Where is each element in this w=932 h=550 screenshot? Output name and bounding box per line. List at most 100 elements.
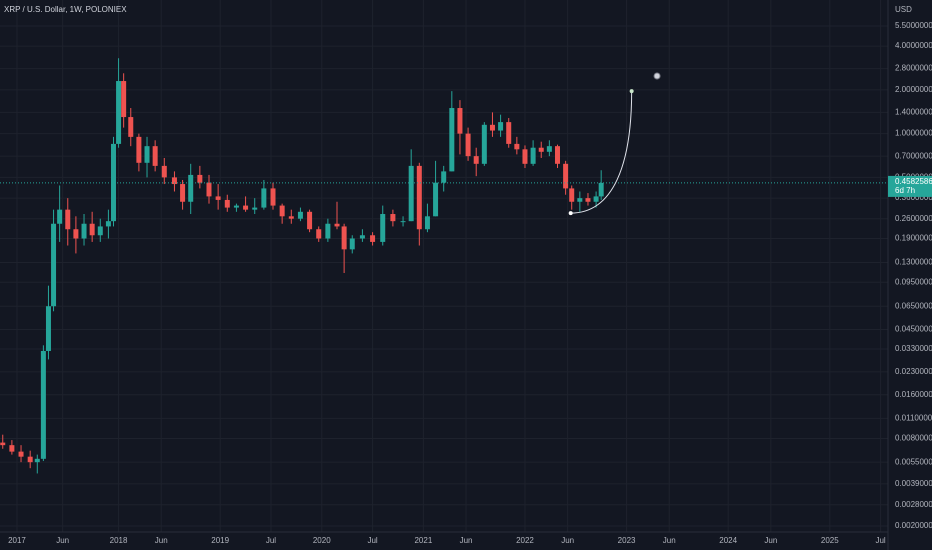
candle-body [161,165,167,178]
x-tick-label: 2024 [719,536,737,545]
candle-body [424,216,430,230]
candle-body [334,223,340,227]
candle-body [128,117,134,137]
candle-body [136,136,142,163]
x-tick-label: Jun [663,536,676,545]
candle-body [57,209,63,224]
candle-body [554,146,560,164]
grid [0,0,888,532]
candle-body [9,445,15,452]
marker [653,72,661,80]
candle-body [522,149,528,164]
currency-label: USD [895,5,912,14]
candle-body [270,188,276,206]
x-tick-label: Jul [875,536,885,545]
y-tick-label: 1.40000000 [895,107,932,116]
candle-body [416,165,422,230]
x-tick-label: Jun [460,536,473,545]
candle-body [400,221,406,223]
x-tick-label: Jul [266,536,276,545]
candle-body [316,229,322,239]
candle-body [243,205,249,210]
candle-body [297,211,303,219]
candle-body [598,182,604,197]
candle-body [370,235,376,242]
candle-body [359,235,365,239]
candle-body [569,188,575,202]
x-tick-label: Jun [764,536,777,545]
x-tick-label: 2019 [211,536,229,545]
candle-body [27,456,33,463]
candle-body [538,147,544,152]
y-tick-label: 5.50000000 [895,21,932,30]
candle-body [89,223,95,236]
x-tick-label: 2025 [821,536,839,545]
projection-curve [570,91,633,214]
candle-body [449,108,455,172]
candle-body [593,196,599,202]
candle-body [206,182,212,197]
candle-body [105,221,111,227]
x-tick-label: 2023 [618,536,636,545]
candle-body [34,458,40,463]
candle-body [585,198,591,202]
candle-body [325,223,331,239]
candle-body [121,81,127,118]
candle-body [252,207,258,210]
plot-area [0,58,604,474]
candle-body [65,209,71,230]
candle-body [380,214,386,242]
candle-body [341,226,347,250]
x-tick-label: Jul [367,536,377,545]
candle-body [390,214,396,222]
candle-body [97,226,103,236]
candle-body [279,205,285,217]
candle-body [481,124,487,164]
last-price-box [888,175,932,197]
candle-body [233,205,239,208]
candle-body [349,238,355,250]
candle-body [197,174,203,183]
candle-body [40,350,46,459]
x-tick-label: Jun [56,536,69,545]
candle-body [73,229,79,239]
candle-body [224,199,230,208]
y-tick-label: 2.80000000 [895,64,932,73]
curve-start [568,211,573,216]
x-tick-label: 2021 [414,536,432,545]
y-tick-label: 0.00200000 [895,521,932,530]
candle-body [116,81,122,144]
candle-body [288,216,294,219]
x-tick-label: Jun [155,536,168,545]
x-tick-label: 2020 [313,536,331,545]
candle-body [433,182,439,217]
candle-body [215,196,221,200]
candle-body [261,188,267,208]
last-price-label: 0.45825867 [895,177,932,186]
candle-body [408,165,414,222]
candle-body [441,171,447,183]
candle-body [144,146,150,163]
chart-title: XRP / U.S. Dollar, 1W, POLONIEX [4,5,127,14]
candle-body [81,223,87,239]
candle-body [473,156,479,164]
candle-body [180,184,186,202]
curve-end [629,89,634,94]
candle-body [18,451,24,457]
